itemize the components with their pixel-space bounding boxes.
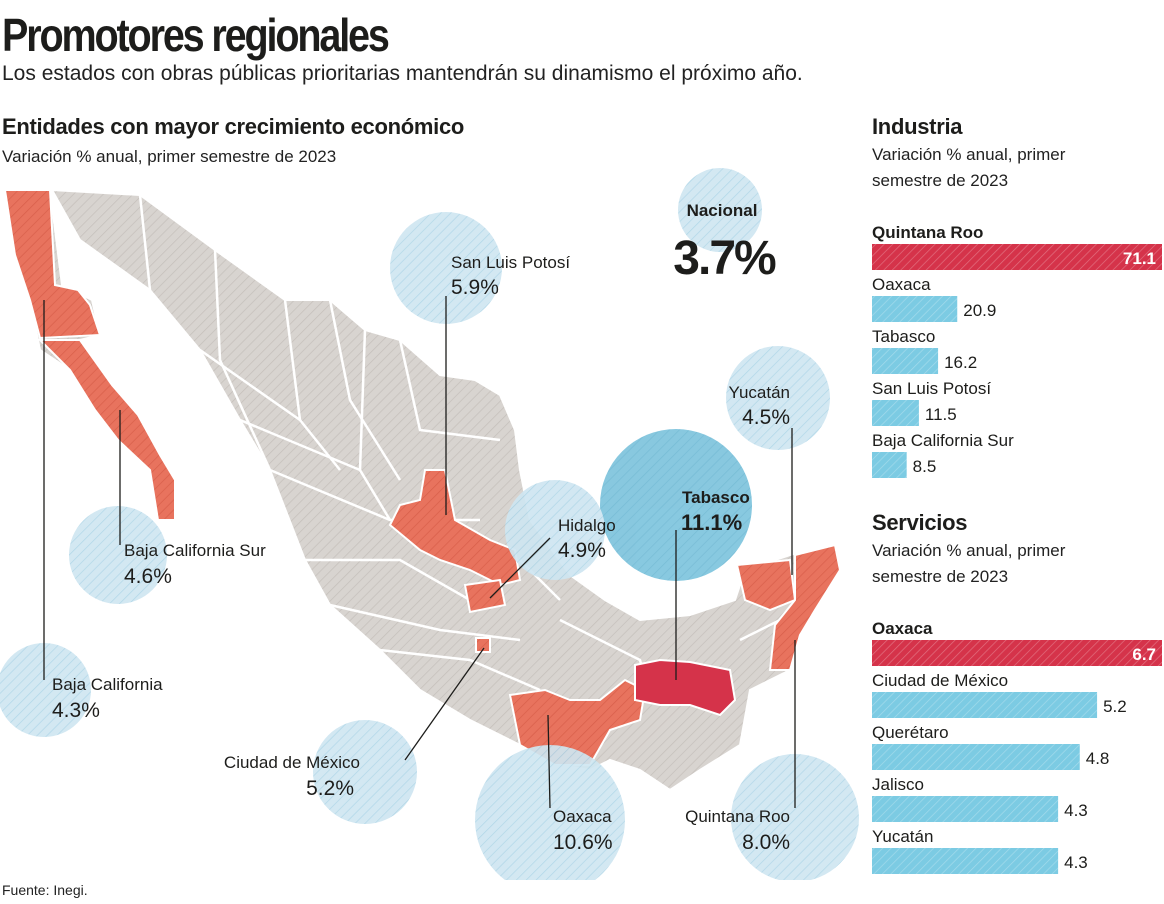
- label-oaxaca-name: Oaxaca: [553, 807, 612, 826]
- map-title: Entidades con mayor crecimiento económic…: [2, 114, 465, 139]
- label-tabasco-value: 11.1%: [681, 510, 742, 535]
- state-ciudad-de-mexico: [475, 637, 491, 653]
- industry-title: Industria: [872, 114, 963, 139]
- industry-subtitle: Variación % anual, primer semestre de 20…: [872, 142, 1065, 194]
- page-title: Promotores regionales: [2, 9, 390, 61]
- highlighted-states: [3, 189, 842, 766]
- services-subtitle-line1: Variación % anual, primer: [872, 541, 1066, 560]
- services-label-yucatan: Yucatán: [872, 827, 933, 846]
- bubble-baja-california: [0, 643, 91, 737]
- label-hidalgo-name: Hidalgo: [558, 516, 616, 535]
- source-note: Fuente: Inegi.: [2, 882, 88, 898]
- bubble-san-luis-potosi: [390, 212, 502, 324]
- label-yucatan-name: Yucatán: [729, 383, 790, 402]
- label-quintana-roo-name: Quintana Roo: [685, 807, 790, 826]
- industry-bar-texture-tabasco: [872, 348, 939, 374]
- services-bar-texture-queretaro: [872, 744, 1080, 770]
- state-tabasco: [634, 658, 737, 717]
- industry-value-tabasco: 16.2: [944, 353, 977, 372]
- bubble-nacional: [678, 168, 762, 252]
- industry-bar-texture-san-luis-potosi: [872, 400, 919, 426]
- services-bar-texture-jalisco: [872, 796, 1059, 822]
- services-label-queretaro: Querétaro: [872, 723, 949, 742]
- bubble-hidalgo: [505, 480, 605, 580]
- label-ciudad-de-mexico-value: 5.2%: [306, 777, 354, 800]
- industry-subtitle-line1: Variación % anual, primer: [872, 145, 1066, 164]
- label-nacional-value: 3.7%: [673, 232, 776, 285]
- industry-value-baja-california-sur: 8.5: [913, 457, 937, 476]
- industry-label-oaxaca: Oaxaca: [872, 275, 931, 294]
- services-bar-texture-ciudad-de-mexico: [872, 692, 1098, 718]
- state-baja-california: [3, 189, 102, 340]
- label-baja-california-name: Baja California: [52, 675, 163, 694]
- bubble-baja-california-sur: [69, 506, 167, 604]
- services-title: Servicios: [872, 510, 968, 535]
- map-subtitle: Variación % anual, primer semestre de 20…: [2, 147, 337, 166]
- label-baja-california-sur-value: 4.6%: [124, 565, 172, 588]
- services-subtitle-line2: semestre de 2023: [872, 567, 1009, 586]
- page-subtitle: Los estados con obras públicas prioritar…: [2, 62, 803, 85]
- leader-lines: [43, 296, 796, 809]
- industry-value-oaxaca: 20.9: [963, 301, 996, 320]
- bubble-labels: Nacional 3.7% San Luis Potosí 5.9% Yucat…: [52, 201, 790, 854]
- label-baja-california-value: 4.3%: [52, 699, 100, 722]
- bubble-yucatan: [726, 346, 830, 450]
- services-value-yucatan: 4.3: [1064, 853, 1088, 872]
- label-hidalgo-value: 4.9%: [558, 539, 606, 562]
- label-san-luis-potosi-value: 5.9%: [451, 276, 499, 299]
- industry-bar-texture-baja-california-sur: [872, 452, 907, 478]
- bubble-tabasco: [600, 429, 752, 581]
- services-value-ciudad-de-mexico: 5.2: [1103, 697, 1127, 716]
- services-bar-texture-oaxaca: [872, 640, 1162, 666]
- industry-value-san-luis-potosi: 11.5: [925, 405, 957, 424]
- state-yucatan: [735, 558, 797, 612]
- label-yucatan-value: 4.5%: [742, 406, 790, 429]
- services-label-oaxaca: Oaxaca: [872, 619, 933, 638]
- industry-label-baja-california-sur: Baja California Sur: [872, 431, 1014, 450]
- bubble-oaxaca: [475, 745, 625, 880]
- bar-charts: Quintana Roo 71.1 Oaxaca 20.9 Tabasco 16.2 San…: [872, 223, 1162, 874]
- industry-label-quintana-roo: Quintana Roo: [872, 223, 983, 242]
- industry-subtitle-line2: semestre de 2023: [872, 171, 1009, 190]
- services-label-jalisco: Jalisco: [872, 775, 924, 794]
- services-value-jalisco: 4.3: [1064, 801, 1088, 820]
- industry-bar-texture-quintana-roo: [872, 244, 1162, 270]
- services-bar-chart: Oaxaca 6.7 Ciudad de México 5.2 Querétaro 4.8…: [872, 619, 1162, 874]
- label-quintana-roo-value: 8.0%: [742, 831, 790, 854]
- bubbles: [0, 168, 859, 880]
- label-nacional-name: Nacional: [687, 201, 758, 220]
- industry-bar-chart: Quintana Roo 71.1 Oaxaca 20.9 Tabasco 16.2 San…: [872, 223, 1162, 478]
- state-baja-california-sur: [37, 339, 176, 521]
- industry-bar-texture-oaxaca: [872, 296, 958, 322]
- label-san-luis-potosi-name: San Luis Potosí: [451, 253, 570, 272]
- services-value-oaxaca: 6.7: [1132, 645, 1156, 664]
- bubble-ciudad-de-mexico: [313, 720, 417, 824]
- mexico-map: Nacional 3.7% San Luis Potosí 5.9% Yucat…: [0, 168, 859, 880]
- label-tabasco-name: Tabasco: [682, 488, 750, 507]
- services-label-ciudad-de-mexico: Ciudad de México: [872, 671, 1008, 690]
- industry-value-quintana-roo: 71.1: [1123, 249, 1156, 268]
- industry-label-tabasco: Tabasco: [872, 327, 935, 346]
- services-subtitle: Variación % anual, primer semestre de 20…: [872, 538, 1065, 590]
- services-bar-texture-yucatan: [872, 848, 1059, 874]
- services-value-queretaro: 4.8: [1086, 749, 1110, 768]
- state-san-luis-potosi: [388, 469, 522, 587]
- label-baja-california-sur-name: Baja California Sur: [124, 541, 266, 560]
- industry-label-san-luis-potosi: San Luis Potosí: [872, 379, 991, 398]
- state-hidalgo: [463, 578, 507, 614]
- label-ciudad-de-mexico-name: Ciudad de México: [224, 753, 360, 772]
- label-oaxaca-value: 10.6%: [553, 831, 613, 854]
- bubble-quintana-roo: [731, 754, 859, 880]
